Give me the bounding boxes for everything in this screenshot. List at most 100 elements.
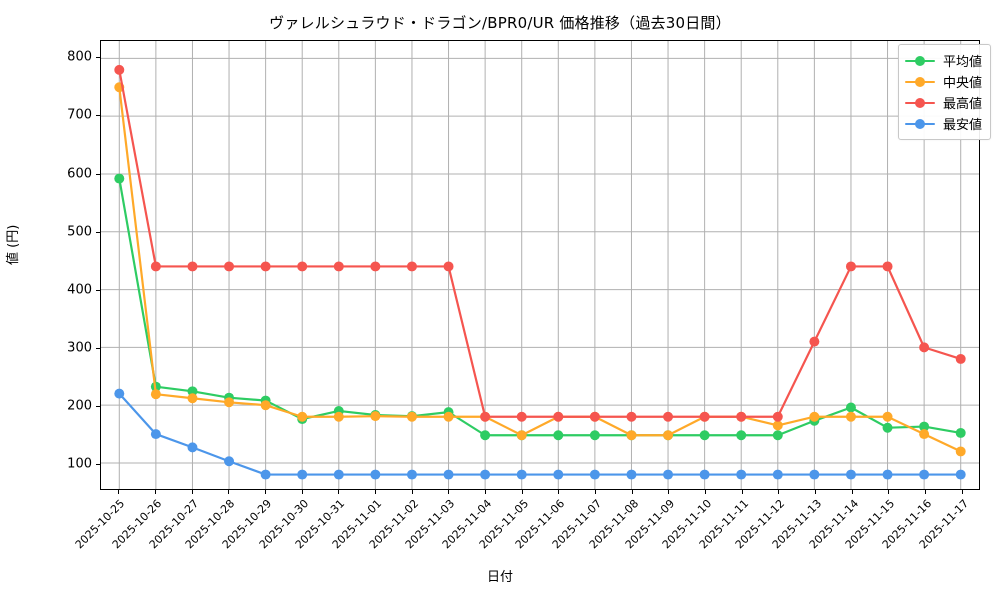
y-tick-label: 200 bbox=[67, 398, 92, 414]
data-point bbox=[406, 411, 417, 422]
data-point bbox=[699, 411, 710, 422]
data-point bbox=[260, 400, 271, 411]
data-point bbox=[663, 430, 674, 441]
data-point bbox=[809, 411, 820, 422]
data-point bbox=[480, 430, 491, 441]
y-tick-mark bbox=[96, 115, 100, 117]
y-tick-mark bbox=[96, 231, 100, 233]
legend-item-1[interactable]: 平均値 bbox=[904, 50, 982, 71]
x-tick-mark bbox=[411, 490, 413, 494]
data-point bbox=[955, 469, 966, 480]
gridlines bbox=[101, 41, 979, 489]
data-point bbox=[224, 397, 235, 408]
legend-item-label: 最安値 bbox=[942, 118, 982, 133]
data-point bbox=[772, 420, 783, 431]
series-line bbox=[118, 68, 962, 418]
series-line bbox=[118, 392, 962, 476]
x-tick-mark bbox=[668, 490, 670, 494]
data-point bbox=[955, 427, 966, 438]
data-point bbox=[809, 469, 820, 480]
x-tick-mark bbox=[595, 490, 596, 494]
data-point bbox=[297, 411, 308, 422]
data-point bbox=[553, 469, 564, 480]
data-point bbox=[919, 469, 930, 480]
data-point bbox=[260, 261, 271, 272]
data-point bbox=[333, 261, 344, 272]
data-point bbox=[919, 421, 930, 432]
y-tick-label: 600 bbox=[67, 166, 92, 182]
x-tick-mark bbox=[118, 490, 120, 494]
data-point bbox=[626, 430, 637, 441]
y-tick-label: 500 bbox=[67, 224, 92, 240]
chart-title: ヴァレルシュラウド・ドラゴン/BPR0/UR 価格推移（過去30日間） bbox=[269, 14, 731, 32]
x-tick-mark bbox=[741, 490, 743, 494]
data-point bbox=[699, 469, 710, 480]
data-point bbox=[699, 430, 710, 441]
data-point bbox=[187, 393, 198, 404]
data-point bbox=[553, 430, 564, 441]
data-point bbox=[150, 389, 161, 400]
data-point bbox=[224, 261, 235, 272]
data-point bbox=[589, 469, 600, 480]
data-point bbox=[187, 261, 198, 272]
legend-item-2[interactable]: 中央値 bbox=[904, 71, 982, 92]
y-tick-label: 100 bbox=[67, 456, 92, 472]
x-tick-mark bbox=[888, 490, 890, 494]
data-point bbox=[589, 411, 600, 422]
data-point bbox=[150, 261, 161, 272]
data-point bbox=[845, 469, 856, 480]
x-tick-mark bbox=[815, 490, 816, 494]
data-point bbox=[260, 469, 271, 480]
x-tick-mark bbox=[631, 490, 633, 494]
data-point bbox=[663, 411, 674, 422]
data-point bbox=[333, 469, 344, 480]
data-point bbox=[882, 469, 893, 480]
legend-item-4[interactable]: 最安値 bbox=[904, 113, 982, 134]
data-point bbox=[114, 64, 125, 75]
data-point bbox=[955, 446, 966, 457]
x-tick-mark bbox=[705, 490, 706, 494]
data-point bbox=[297, 469, 308, 480]
data-point bbox=[845, 411, 856, 422]
legend-item-label: 最高値 bbox=[942, 97, 982, 112]
x-tick-mark bbox=[925, 490, 926, 494]
x-tick-mark bbox=[338, 490, 340, 494]
x-tick-mark bbox=[851, 490, 853, 494]
data-point bbox=[443, 261, 454, 272]
data-point bbox=[736, 411, 747, 422]
y-tick-mark bbox=[96, 289, 100, 291]
data-point bbox=[370, 261, 381, 272]
legend-swatch-icon bbox=[904, 76, 935, 88]
y-tick-mark bbox=[96, 57, 100, 59]
x-tick-mark bbox=[375, 490, 376, 494]
data-point bbox=[333, 411, 344, 422]
data-point bbox=[845, 402, 856, 413]
data-point bbox=[919, 342, 930, 353]
x-tick-mark bbox=[228, 490, 230, 494]
data-point bbox=[150, 429, 161, 440]
y-tick-mark bbox=[96, 463, 100, 465]
y-tick-mark bbox=[96, 405, 100, 407]
data-point bbox=[406, 469, 417, 480]
x-tick-mark bbox=[265, 490, 266, 494]
legend-item-3[interactable]: 最高値 bbox=[904, 92, 982, 113]
y-tick-label: 400 bbox=[67, 282, 92, 298]
y-tick-label: 800 bbox=[67, 49, 92, 65]
legend-swatch-icon bbox=[904, 118, 935, 130]
chart-legend: 平均値 中央値最高値最安値 bbox=[897, 44, 991, 140]
data-point bbox=[663, 469, 674, 480]
legend-swatch-icon bbox=[904, 97, 935, 109]
data-point bbox=[516, 469, 527, 480]
data-point bbox=[772, 430, 783, 441]
data-point bbox=[882, 261, 893, 272]
plot-area bbox=[100, 40, 980, 490]
data-point bbox=[443, 411, 454, 422]
x-tick-mark bbox=[155, 490, 156, 494]
data-series-layer bbox=[114, 64, 966, 480]
legend-swatch-icon bbox=[904, 55, 935, 67]
x-axis-label: 日付 bbox=[486, 570, 513, 585]
data-point bbox=[480, 411, 491, 422]
data-point bbox=[553, 411, 564, 422]
data-point bbox=[955, 353, 966, 364]
